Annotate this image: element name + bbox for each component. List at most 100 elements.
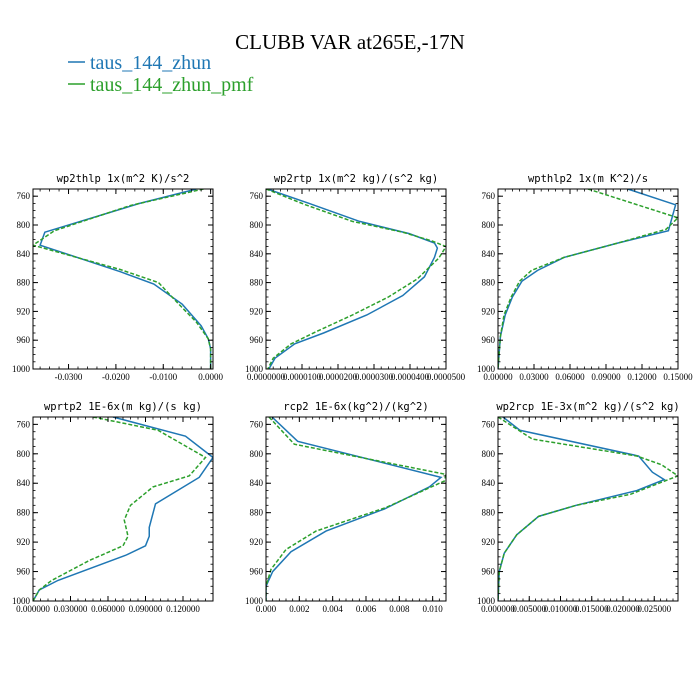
y-tick-label: 920: [482, 306, 496, 316]
x-tick-label: 0.010000: [544, 604, 578, 614]
plot-frame: [265, 416, 447, 602]
x-tick-label: 0.006: [356, 604, 377, 614]
series-line-1: [33, 417, 213, 601]
x-tick-label: -0.0200: [102, 372, 130, 382]
x-tick-label: 0.010: [423, 604, 444, 614]
panel-title: wprtp2 1E-6x(m kg)/(s kg): [44, 401, 202, 413]
panel-title: wpthlp2 1x(m K^2)/s: [528, 173, 648, 185]
y-tick-label: 880: [482, 278, 496, 288]
x-tick-label: 0.120000: [166, 604, 200, 614]
legend: taus_144_zhun taus_144_zhun_pmf: [68, 52, 254, 96]
x-tick-label: 0.020000: [606, 604, 640, 614]
plot-frame: [497, 416, 679, 602]
series-line-1: [266, 417, 443, 601]
y-tick-label: 920: [17, 306, 31, 316]
y-tick-label: 960: [250, 335, 264, 345]
panel-title: wp2rcp 1E-3x(m^2 kg)/(s^2 kg): [496, 401, 679, 413]
plot-frame: [265, 188, 447, 370]
panel-title: wp2thlp 1x(m^2 K)/s^2: [57, 173, 190, 185]
x-tick-label: 0.004: [323, 604, 344, 614]
y-tick-label: 1000: [245, 596, 264, 606]
x-tick-label: 0.0000100: [283, 372, 322, 382]
plot-frame: [32, 188, 214, 370]
panel-title: rcp2 1E-6x(kg^2)/(kg^2): [283, 401, 428, 413]
series-line-1: [267, 189, 439, 369]
plot-frame: [497, 188, 679, 370]
x-tick-label: 0.12000: [627, 372, 657, 382]
y-tick-label: 880: [17, 278, 31, 288]
y-tick-label: 1000: [477, 596, 496, 606]
chart-panel-1: wp2thlp 1x(m^2 K)/s^2 760 800 840 880 920 960 1…: [12, 173, 224, 382]
series-line-2: [266, 417, 446, 601]
y-tick-label: 960: [17, 567, 31, 577]
y-tick-label: 1000: [12, 596, 31, 606]
y-tick-label: 880: [250, 278, 264, 288]
series-line-2: [498, 417, 678, 601]
y-tick-label: 760: [250, 419, 264, 429]
x-tick-label: 0.000000: [16, 604, 50, 614]
x-tick-label: 0.06000: [555, 372, 585, 382]
series-line-1: [498, 417, 666, 601]
x-tick-label: 0.090000: [129, 604, 163, 614]
y-tick-label: 1000: [12, 364, 31, 374]
x-tick-label: 0.03000: [519, 372, 549, 382]
x-tick-label: 0.0000500: [427, 372, 466, 382]
plot-frame: [32, 416, 214, 602]
chart-panel-4: wprtp2 1E-6x(m kg)/(s kg) 760 800 840 880 920…: [12, 401, 214, 614]
x-tick-label: 0.15000: [663, 372, 693, 382]
panel-title: wp2rtp 1x(m^2 kg)/(s^2 kg): [274, 173, 438, 185]
x-tick-label: -0.0300: [55, 372, 83, 382]
y-tick-label: 920: [17, 537, 31, 547]
x-tick-label: 0.00000: [483, 372, 513, 382]
y-tick-label: 880: [17, 508, 31, 518]
y-tick-label: 840: [17, 249, 31, 259]
x-tick-label: 0.000: [256, 604, 277, 614]
y-tick-label: 840: [482, 249, 496, 259]
y-tick-label: 800: [482, 449, 496, 459]
y-tick-label: 840: [250, 478, 264, 488]
y-tick-label: 800: [17, 449, 31, 459]
y-tick-label: 840: [482, 478, 496, 488]
y-tick-label: 880: [482, 508, 496, 518]
y-tick-label: 960: [482, 335, 496, 345]
figure-title: CLUBB VAR at265E,-17N: [235, 30, 465, 54]
y-tick-label: 880: [250, 508, 264, 518]
chart-panel-2: wp2rtp 1x(m^2 kg)/(s^2 kg) 760 800 840 880 92…: [245, 173, 466, 382]
y-tick-label: 800: [17, 220, 31, 230]
y-tick-label: 800: [482, 220, 496, 230]
x-tick-label: 0.030000: [54, 604, 88, 614]
y-tick-label: 840: [250, 249, 264, 259]
y-tick-label: 760: [482, 419, 496, 429]
y-tick-label: 1000: [477, 364, 496, 374]
series-line-1: [498, 189, 677, 369]
series-line-2: [498, 189, 678, 369]
y-tick-label: 1000: [245, 364, 264, 374]
y-tick-label: 920: [250, 306, 264, 316]
y-tick-label: 840: [17, 478, 31, 488]
y-tick-label: 760: [482, 191, 496, 201]
y-tick-label: 760: [250, 191, 264, 201]
x-tick-label: 0.005000: [512, 604, 546, 614]
x-tick-label: 0.060000: [91, 604, 125, 614]
x-tick-label: 0.0000200: [319, 372, 358, 382]
legend-label-series-2: taus_144_zhun_pmf: [90, 74, 254, 96]
y-tick-label: 760: [17, 191, 31, 201]
x-tick-label: 0.002: [289, 604, 309, 614]
x-tick-label: 0.000000: [481, 604, 515, 614]
x-tick-label: 0.0000000: [247, 372, 286, 382]
x-tick-label: 0.0000: [198, 372, 223, 382]
x-tick-label: 0.025000: [637, 604, 671, 614]
x-tick-label: -0.0100: [149, 372, 177, 382]
series-line-2: [33, 417, 207, 601]
x-tick-label: 0.008: [389, 604, 410, 614]
chart-panel-3: wpthlp2 1x(m K^2)/s 760 800 840 880 920 960 100…: [477, 173, 693, 382]
series-line-2: [33, 189, 212, 369]
legend-label-series-1: taus_144_zhun: [90, 52, 211, 74]
y-tick-label: 800: [250, 220, 264, 230]
chart-panel-5: rcp2 1E-6x(kg^2)/(kg^2) 760 800 840 880 920 96…: [245, 401, 447, 614]
x-tick-label: 0.09000: [591, 372, 621, 382]
y-tick-label: 760: [17, 419, 31, 429]
y-tick-label: 800: [250, 449, 264, 459]
y-tick-label: 960: [482, 567, 496, 577]
x-tick-label: 0.015000: [575, 604, 609, 614]
